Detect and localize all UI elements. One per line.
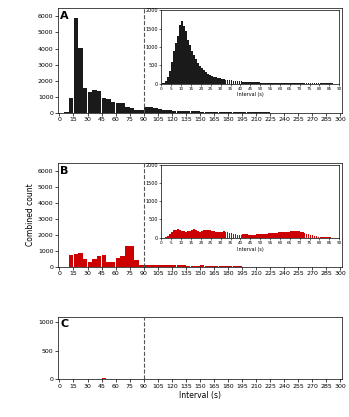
Bar	[125, 107, 129, 113]
Bar	[163, 265, 167, 267]
Bar	[191, 111, 195, 113]
Bar	[167, 110, 172, 113]
Bar	[102, 255, 106, 267]
Bar	[120, 256, 125, 267]
Bar	[191, 266, 195, 267]
Bar	[116, 103, 120, 113]
Bar	[78, 48, 83, 113]
Bar	[172, 265, 176, 267]
Bar	[209, 266, 214, 267]
Bar	[148, 107, 153, 113]
Bar	[228, 112, 232, 113]
Bar	[102, 98, 106, 113]
Bar	[233, 112, 237, 113]
Bar	[144, 107, 148, 113]
Bar	[214, 112, 218, 113]
Bar	[223, 112, 228, 113]
Bar	[116, 258, 120, 267]
Bar	[158, 109, 162, 113]
Bar	[153, 265, 158, 267]
Text: A: A	[60, 12, 69, 21]
Bar	[181, 111, 186, 113]
Bar	[186, 266, 190, 267]
Bar	[200, 265, 205, 267]
Bar	[92, 90, 97, 113]
Bar	[111, 102, 116, 113]
Bar	[125, 246, 129, 267]
Bar	[64, 112, 69, 113]
Bar	[139, 265, 143, 267]
Bar	[83, 88, 87, 113]
Bar	[312, 266, 317, 267]
Bar	[218, 112, 223, 113]
Bar	[233, 266, 237, 267]
Bar	[106, 99, 111, 113]
Bar	[144, 265, 148, 267]
Bar	[163, 110, 167, 113]
Bar	[134, 110, 139, 113]
Bar	[195, 111, 200, 113]
Bar	[214, 266, 218, 267]
Text: C: C	[60, 319, 68, 329]
Bar	[102, 378, 106, 379]
Y-axis label: Combined count: Combined count	[26, 183, 35, 246]
Bar	[177, 111, 181, 113]
Bar	[74, 254, 78, 267]
Bar	[172, 111, 176, 113]
Bar	[228, 266, 232, 267]
Bar	[195, 266, 200, 267]
Bar	[242, 266, 246, 267]
Bar	[218, 266, 223, 267]
X-axis label: Interval (s): Interval (s)	[179, 392, 221, 400]
Bar	[83, 259, 87, 267]
Bar	[237, 112, 242, 113]
Bar	[111, 262, 116, 267]
Bar	[223, 266, 228, 267]
Bar	[88, 262, 92, 267]
Bar	[106, 262, 111, 267]
Bar	[186, 111, 190, 113]
Bar	[130, 108, 134, 113]
Bar	[120, 103, 125, 113]
Bar	[237, 266, 242, 267]
Bar	[177, 265, 181, 267]
Bar	[69, 255, 73, 267]
Bar	[92, 259, 97, 267]
Bar	[251, 112, 256, 113]
Bar	[153, 108, 158, 113]
Bar	[69, 98, 73, 113]
Bar	[247, 112, 251, 113]
Bar	[130, 246, 134, 267]
Bar	[167, 265, 172, 267]
Bar	[74, 18, 78, 113]
Bar	[97, 90, 102, 113]
Bar	[88, 92, 92, 113]
Text: B: B	[60, 166, 69, 176]
Bar	[158, 265, 162, 267]
Bar	[181, 265, 186, 267]
Bar	[78, 254, 83, 267]
Bar	[209, 112, 214, 113]
Bar	[242, 112, 246, 113]
Bar	[205, 112, 209, 113]
Bar	[134, 260, 139, 267]
Bar	[205, 266, 209, 267]
Bar	[139, 110, 143, 113]
Bar	[148, 265, 153, 267]
Bar	[200, 111, 205, 113]
Bar	[97, 256, 102, 267]
